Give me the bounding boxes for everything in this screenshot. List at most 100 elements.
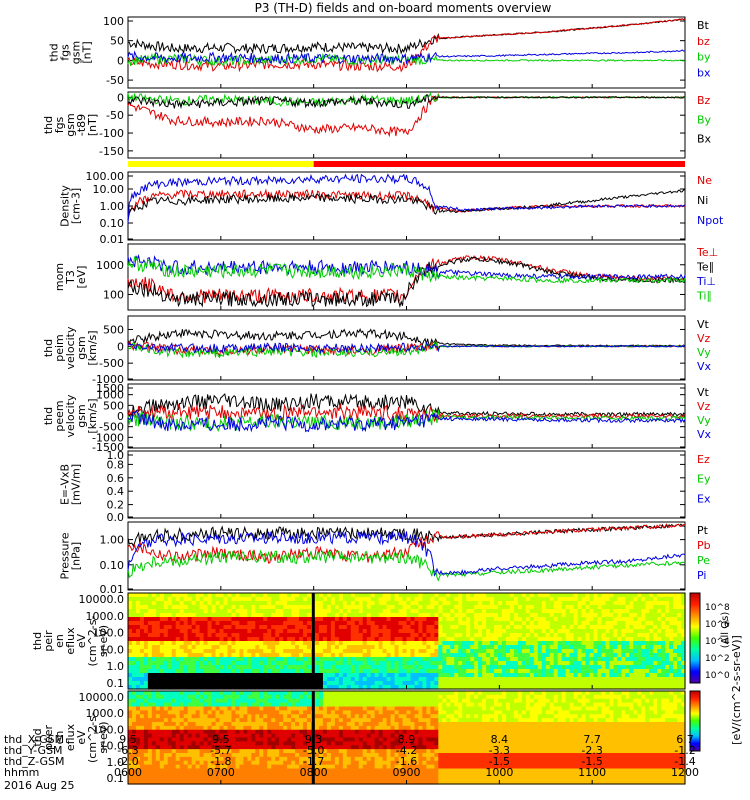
spectrogram-cell xyxy=(581,629,587,634)
spectrogram-cell xyxy=(330,780,336,785)
spectrogram-cell xyxy=(533,669,539,674)
spectrogram-cell xyxy=(263,637,268,642)
spectrogram-cell xyxy=(139,669,145,674)
spectrogram-cell xyxy=(601,645,607,650)
spectrogram-cell xyxy=(402,625,408,630)
spectrogram-cell xyxy=(645,609,650,614)
spectrogram-cell xyxy=(517,593,523,598)
spectrogram-cell xyxy=(167,722,173,727)
spectrogram-cell xyxy=(295,637,300,642)
plot-title: P3 (TH-D) fields and on-board moments ov… xyxy=(255,1,552,15)
spectrogram-cell xyxy=(227,625,233,630)
spectrogram-cell xyxy=(299,625,304,630)
spectrogram-cell xyxy=(263,722,268,727)
spectrogram-cell xyxy=(139,780,145,785)
y-tick-label: 10000.0 xyxy=(79,593,125,606)
spectrogram-cell xyxy=(338,677,344,682)
spectrogram-cell xyxy=(545,645,551,650)
spectrogram-cell xyxy=(541,593,547,598)
spectrogram-cell xyxy=(442,661,447,666)
spectrogram-cell xyxy=(243,725,248,731)
spectrogram-cell xyxy=(649,641,654,646)
spectrogram-cell xyxy=(537,601,543,606)
spectrogram-cell xyxy=(330,597,336,602)
spectrogram-cell xyxy=(422,633,427,638)
spectrogram-cell xyxy=(318,677,324,682)
spectrogram-cell xyxy=(470,637,475,642)
spectrogram-cell xyxy=(318,649,324,654)
spectrogram-cell xyxy=(199,601,205,606)
spectrogram-cell xyxy=(195,673,201,678)
spectrogram-cell xyxy=(557,665,563,670)
legend-label: Vz xyxy=(697,332,711,345)
spectrogram-cell xyxy=(525,665,531,670)
spectrogram-cell xyxy=(199,629,205,634)
spectrogram-cell xyxy=(681,685,686,690)
spectrogram-cell xyxy=(267,597,272,602)
spectrogram-cell xyxy=(247,629,252,634)
spectrogram-cell xyxy=(267,741,272,746)
spectrogram-cell xyxy=(517,625,523,630)
spectrogram-cell xyxy=(219,617,225,622)
y-axis-label: [km/s] xyxy=(86,398,99,433)
spectrogram-cell xyxy=(478,597,483,602)
spectrogram-cell xyxy=(287,669,292,674)
spectrogram-cell xyxy=(422,681,427,686)
spectrogram-cell xyxy=(342,609,348,614)
spectrogram-cell xyxy=(275,597,280,602)
spectrogram-cell xyxy=(414,601,420,606)
spectrogram-cell xyxy=(231,621,237,626)
spectrogram-cell xyxy=(163,681,169,686)
spectrogram-cell xyxy=(195,681,201,686)
spectrogram-cell xyxy=(211,673,217,678)
spectrogram-cell xyxy=(394,673,400,678)
spectrogram-cell xyxy=(330,737,336,742)
spectrogram-cell xyxy=(251,685,256,690)
spectrogram-cell xyxy=(621,621,626,626)
spectrogram-cell xyxy=(625,657,630,662)
spectrogram-cell xyxy=(346,681,352,686)
spectrogram-cell xyxy=(163,637,169,642)
spectrogram-cell xyxy=(139,681,145,686)
spectrogram-cell xyxy=(406,633,412,638)
spectrogram-cell xyxy=(482,609,487,614)
spectrogram-cell xyxy=(549,601,555,606)
spectrogram-cell xyxy=(533,597,539,602)
spectrogram-cell xyxy=(235,597,240,602)
spectrogram-cell xyxy=(155,710,161,715)
spectrogram-cell xyxy=(267,725,272,731)
panel-density: 100.0010.001.000.100.01Density[cm-3]NeNi… xyxy=(59,170,724,246)
spectrogram-cell xyxy=(418,633,424,638)
spectrogram-cell xyxy=(279,718,284,723)
spectrogram-cell xyxy=(211,621,217,626)
spectrogram-cell xyxy=(167,625,173,630)
spectrogram-cell xyxy=(139,741,145,746)
spectrogram-cell xyxy=(326,617,332,622)
spectrogram-cell xyxy=(291,633,296,638)
spectrogram-cell xyxy=(490,613,495,618)
spectrogram-cell xyxy=(195,725,201,731)
spectrogram-cell xyxy=(342,633,348,638)
spectrogram-cell xyxy=(446,685,451,690)
spectrogram-cell xyxy=(219,741,225,746)
spectrogram-cell xyxy=(139,665,145,670)
spectrogram-cell xyxy=(593,649,599,654)
spectrogram-cell xyxy=(589,681,595,686)
spectrogram-cell xyxy=(366,657,372,662)
spectrogram-cell xyxy=(235,593,240,598)
spectrogram-cell xyxy=(263,753,268,758)
spectrogram-cell xyxy=(422,673,427,678)
spectrogram-cell xyxy=(394,653,400,658)
spectrogram-cell xyxy=(318,605,324,610)
spectrogram-cell xyxy=(151,714,157,719)
spectrogram-cell xyxy=(171,657,177,662)
spectrogram-cell xyxy=(330,605,336,610)
spectrogram-cell xyxy=(505,637,511,642)
spectrogram-cell xyxy=(458,613,463,618)
spectrogram-cell xyxy=(470,605,475,610)
spectrogram-cell xyxy=(474,621,479,626)
spectrogram-cell xyxy=(553,593,559,598)
y-tick-label: 500 xyxy=(103,323,124,336)
spectrogram-cell xyxy=(482,613,487,618)
spectrogram-cell xyxy=(677,613,682,618)
